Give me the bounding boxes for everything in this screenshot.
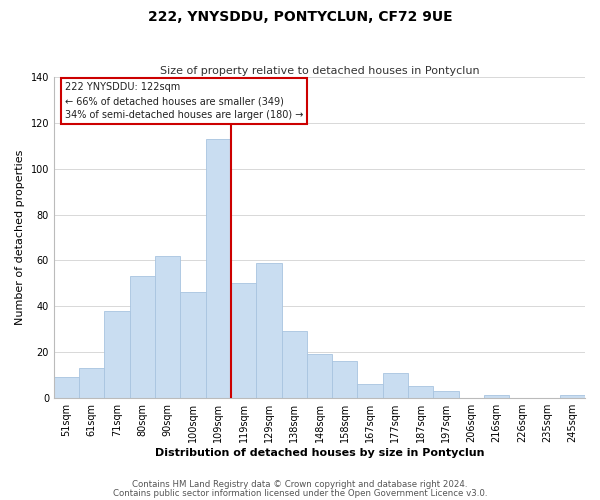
Bar (231, 284, 256, 398)
Bar (104, 310, 130, 398)
Text: Contains public sector information licensed under the Open Government Licence v3: Contains public sector information licen… (113, 488, 487, 498)
Bar (433, 391, 458, 398)
Bar (79, 368, 104, 398)
Bar (281, 332, 307, 398)
Y-axis label: Number of detached properties: Number of detached properties (15, 150, 25, 325)
Bar (484, 396, 509, 398)
Text: 222 YNYSDDU: 122sqm
← 66% of detached houses are smaller (349)
34% of semi-detac: 222 YNYSDDU: 122sqm ← 66% of detached ho… (65, 82, 303, 120)
Bar (307, 354, 332, 398)
Bar (332, 361, 358, 398)
Bar (383, 372, 408, 398)
Bar (130, 276, 155, 398)
Bar (54, 377, 79, 398)
Text: Contains HM Land Registry data © Crown copyright and database right 2024.: Contains HM Land Registry data © Crown c… (132, 480, 468, 489)
Bar (560, 396, 585, 398)
Title: Size of property relative to detached houses in Pontyclun: Size of property relative to detached ho… (160, 66, 479, 76)
Bar (206, 139, 231, 398)
Bar (181, 292, 206, 398)
X-axis label: Distribution of detached houses by size in Pontyclun: Distribution of detached houses by size … (155, 448, 484, 458)
Text: 222, YNYSDDU, PONTYCLUN, CF72 9UE: 222, YNYSDDU, PONTYCLUN, CF72 9UE (148, 10, 452, 24)
Bar (408, 386, 433, 398)
Bar (358, 384, 383, 398)
Bar (155, 256, 181, 398)
Bar (256, 262, 281, 398)
